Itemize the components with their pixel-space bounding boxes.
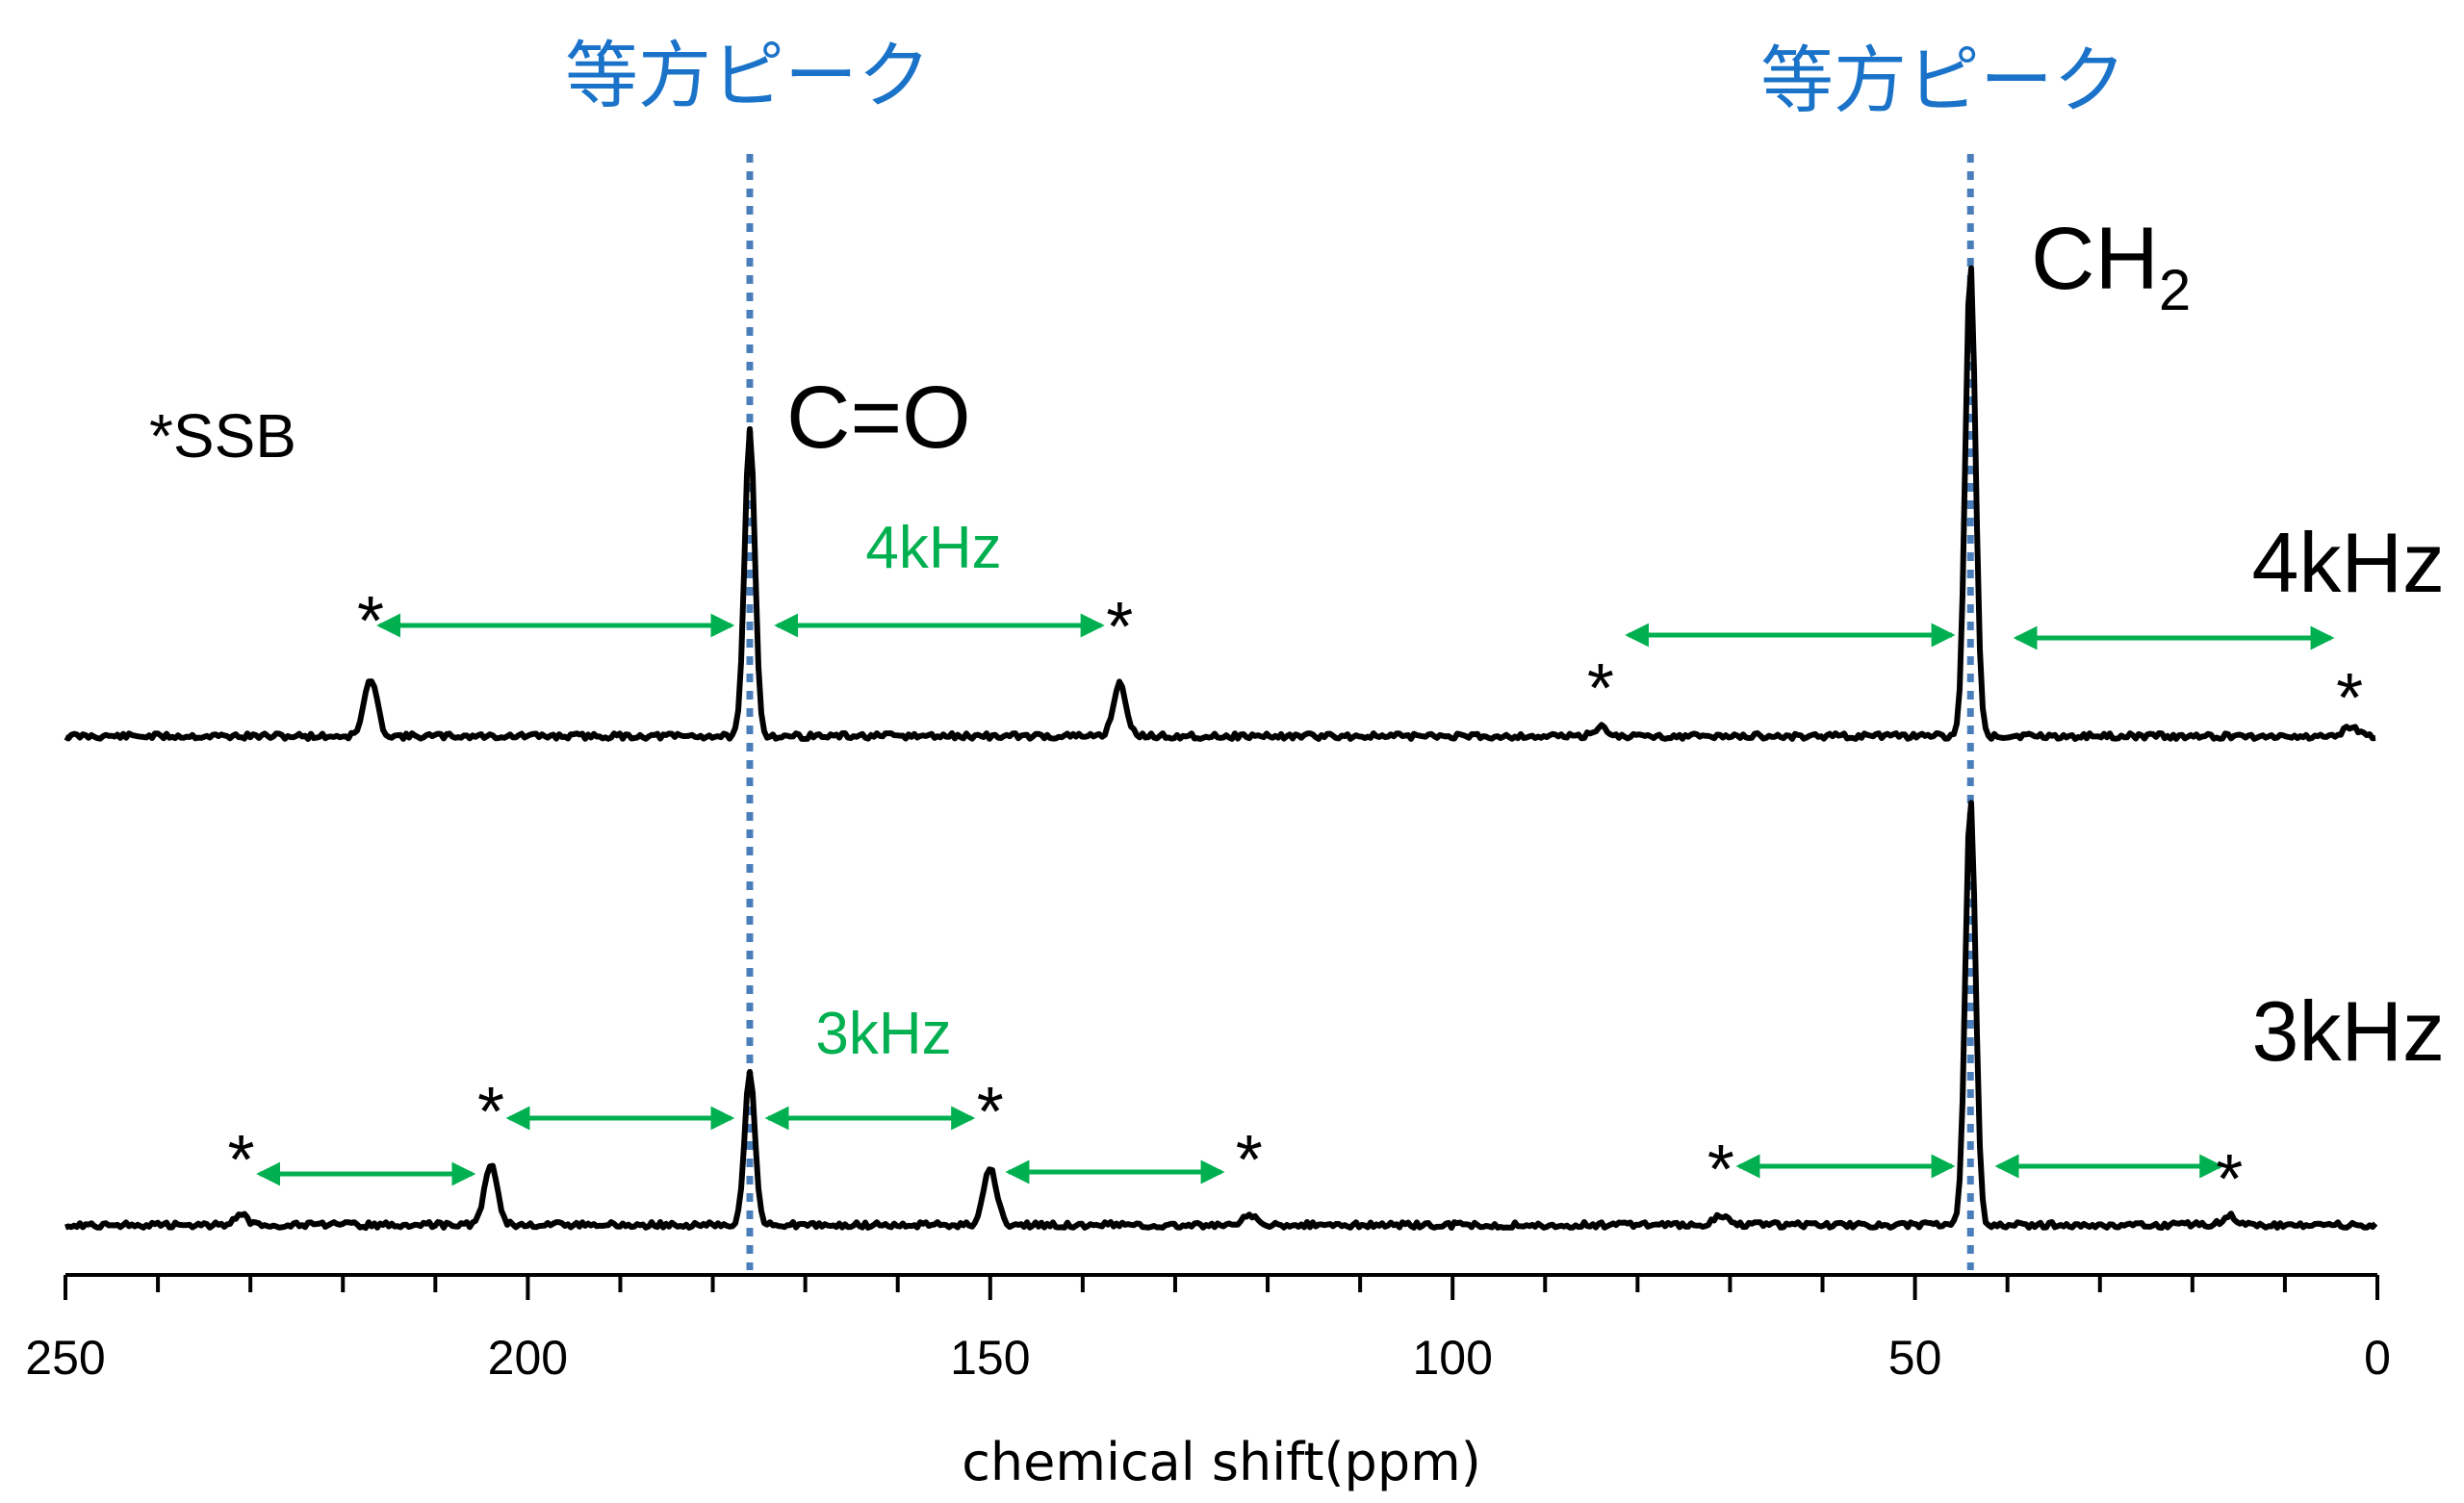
ssb-star-3kHz-7: *	[2216, 1141, 2243, 1218]
tick-label-0: 0	[2364, 1331, 2391, 1385]
ssb-star-4kHz-2: *	[1106, 589, 1133, 666]
ssb-markers: * * * * * * * * * *	[228, 583, 2364, 1218]
isotropic-peak-label-ch2: 等方ピーク	[1760, 38, 2126, 123]
isotropic-guide-lines	[746, 154, 1974, 1270]
ssb-star-3kHz-3: *	[977, 1074, 1004, 1151]
ssb-note: *SSB	[149, 401, 296, 471]
tick-label-250: 250	[25, 1331, 105, 1385]
spectrum-traces	[64, 265, 2378, 1231]
trace-4kHz	[64, 265, 2376, 742]
ssb-spacing-arrows	[256, 613, 2335, 1186]
series-label-4khz: 4kHz	[2252, 515, 2446, 610]
tick-label-50: 50	[1888, 1331, 1942, 1385]
ssb-star-3kHz-0: *	[228, 1122, 255, 1199]
ssb-star-3kHz-4: *	[1236, 1122, 1263, 1199]
tick-label-150: 150	[950, 1331, 1030, 1385]
series-label-3khz: 3kHz	[2252, 983, 2446, 1079]
ssb-star-4kHz-0: *	[357, 583, 384, 660]
isotropic-peak-label-co: 等方ピーク	[565, 33, 931, 118]
ssb-star-4kHz-5: *	[2336, 660, 2363, 737]
peak-label-co: C=O	[786, 369, 971, 467]
spacing-label-3khz: 3kHz	[815, 1001, 951, 1067]
spacing-label-4khz: 4kHz	[865, 515, 1001, 581]
x-axis: 250 200 150 100 50 0	[25, 1273, 2391, 1385]
ssb-star-3kHz-5: *	[1707, 1132, 1734, 1209]
trace-3kHz	[64, 800, 2378, 1231]
x-axis-title: chemical shift(ppm)	[962, 1432, 1481, 1492]
ssb-star-3kHz-1: *	[477, 1074, 504, 1151]
peak-label-ch2: CH2	[2031, 210, 2191, 322]
ssb-star-4kHz-3: *	[1587, 650, 1614, 727]
tick-label-100: 100	[1412, 1331, 1492, 1385]
tick-label-200: 200	[488, 1331, 568, 1385]
